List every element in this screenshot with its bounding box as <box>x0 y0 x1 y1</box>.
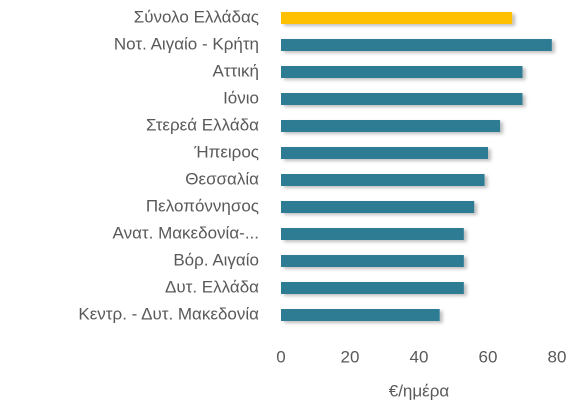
y-tick-label: Δυτ. Ελλάδα <box>165 277 259 296</box>
x-tick-label: 0 <box>276 347 285 366</box>
bar <box>281 201 475 213</box>
y-tick-label: Πελοπόννησος <box>146 196 259 215</box>
bar <box>281 228 464 240</box>
y-tick-label: Ιόνιο <box>223 88 259 107</box>
y-tick-label: Ήπειρος <box>193 142 259 161</box>
y-tick-label: Νοτ. Αιγαίο - Κρήτη <box>114 34 259 53</box>
y-tick-label: Σύνολο Ελλάδας <box>134 7 259 26</box>
bar <box>281 12 513 24</box>
bar <box>281 147 488 159</box>
y-tick-label: Κεντρ. - Δυτ. Μακεδονία <box>78 304 259 323</box>
bar <box>281 174 485 186</box>
y-tick-label: Θεσσαλία <box>185 169 259 188</box>
x-tick-label: 40 <box>410 347 429 366</box>
bar <box>281 120 501 132</box>
x-tick-label: 20 <box>341 347 360 366</box>
x-tick-label: 60 <box>479 347 498 366</box>
y-tick-label: Βόρ. Αιγαίο <box>173 250 259 269</box>
x-tick-label: 80 <box>548 347 567 366</box>
bar <box>281 39 552 51</box>
y-tick-label: Αττική <box>212 61 259 80</box>
y-tick-label: Στερεά Ελλάδα <box>146 115 259 134</box>
bar <box>281 93 523 105</box>
y-tick-label: Ανατ. Μακεδονία-... <box>113 223 259 242</box>
bar <box>281 282 464 294</box>
x-axis-label: €/ημέρα <box>389 381 450 400</box>
bar <box>281 66 523 78</box>
bar <box>281 309 440 321</box>
bar <box>281 255 464 267</box>
